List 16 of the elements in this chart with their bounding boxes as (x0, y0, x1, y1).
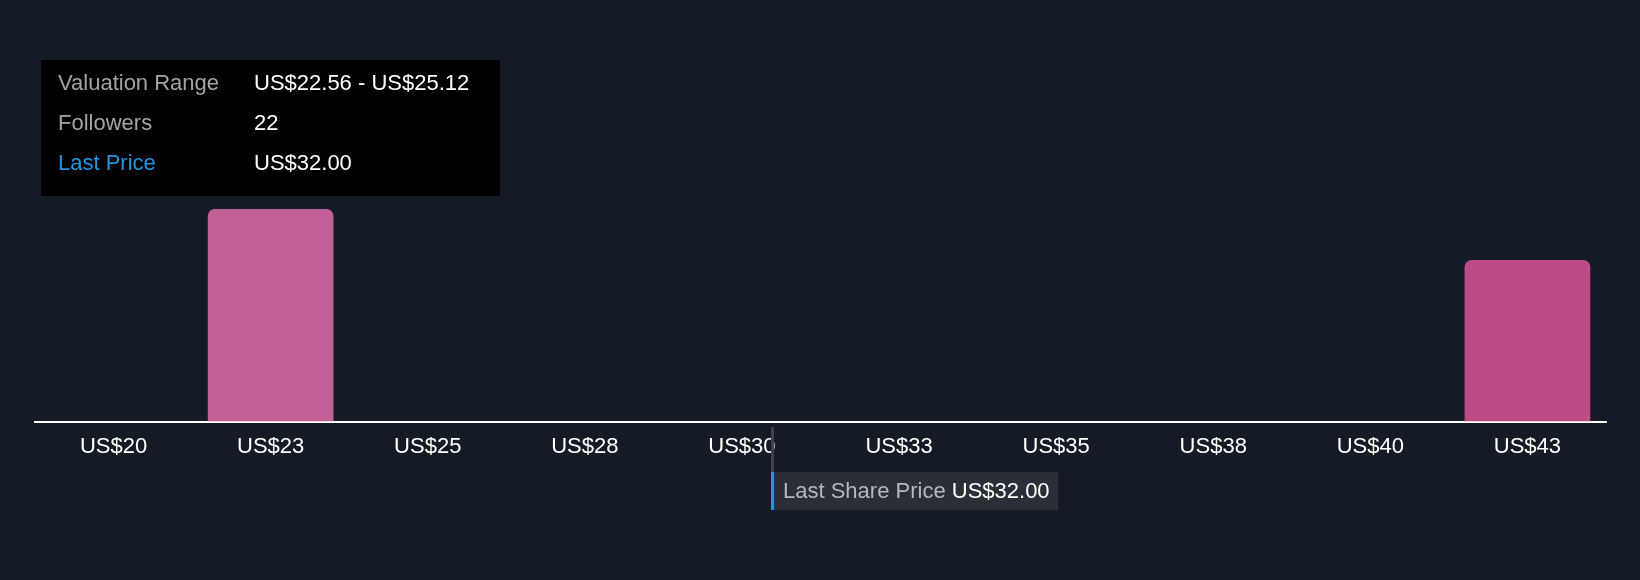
x-tick-label: US$28 (551, 432, 619, 458)
x-tick-label: US$25 (394, 432, 462, 458)
x-tick-label: US$43 (1493, 432, 1562, 458)
text: Followers (58, 109, 154, 137)
x-tick-label: US$38 (1179, 432, 1247, 458)
text: 22 (254, 109, 280, 137)
x-tick-label: US$40 (1336, 432, 1404, 458)
text: Last Price (58, 149, 157, 177)
text: US$22.56 - US$25.12 (254, 69, 471, 97)
x-tick-label: US$23 (237, 432, 305, 458)
text: Last Share Price US$32.00 (783, 478, 1050, 503)
text: US$32.00 (254, 149, 353, 177)
x-tick-label: US$33 (865, 432, 933, 458)
text: Valuation Range (58, 69, 221, 97)
x-tick-label: US$35 (1022, 432, 1090, 458)
x-tick-label: US$20 (79, 432, 148, 458)
